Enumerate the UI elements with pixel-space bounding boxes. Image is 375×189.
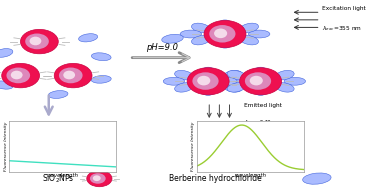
Ellipse shape	[214, 29, 227, 38]
Ellipse shape	[11, 71, 22, 79]
Ellipse shape	[276, 70, 294, 80]
Ellipse shape	[54, 63, 92, 88]
Ellipse shape	[223, 70, 242, 80]
Ellipse shape	[253, 67, 268, 78]
Ellipse shape	[227, 70, 246, 80]
Text: pH=9.0: pH=9.0	[146, 43, 178, 52]
Ellipse shape	[227, 83, 246, 92]
Ellipse shape	[240, 36, 258, 45]
Ellipse shape	[59, 67, 82, 83]
Ellipse shape	[63, 71, 75, 79]
Ellipse shape	[175, 70, 193, 80]
Ellipse shape	[79, 34, 98, 42]
Ellipse shape	[217, 37, 233, 48]
Text: SiO$_2$NPs: SiO$_2$NPs	[42, 172, 74, 185]
Ellipse shape	[209, 25, 236, 43]
Ellipse shape	[90, 173, 106, 184]
Ellipse shape	[217, 20, 233, 31]
Ellipse shape	[223, 83, 242, 92]
Ellipse shape	[232, 77, 253, 85]
Ellipse shape	[87, 170, 112, 187]
Ellipse shape	[0, 49, 13, 57]
Ellipse shape	[250, 76, 263, 85]
Ellipse shape	[249, 30, 270, 38]
Ellipse shape	[25, 33, 49, 49]
Ellipse shape	[197, 76, 210, 85]
Ellipse shape	[200, 84, 216, 95]
Ellipse shape	[91, 76, 111, 83]
Ellipse shape	[253, 84, 268, 95]
Ellipse shape	[93, 175, 100, 181]
Y-axis label: Fluorescence Intensity: Fluorescence Intensity	[192, 122, 195, 171]
Ellipse shape	[6, 67, 30, 83]
Ellipse shape	[245, 72, 271, 90]
Ellipse shape	[192, 36, 210, 45]
Ellipse shape	[276, 83, 294, 92]
Ellipse shape	[200, 67, 216, 78]
Text: Excitation light: Excitation light	[322, 6, 366, 11]
Text: Berberine hydrochloride: Berberine hydrochloride	[169, 174, 262, 183]
Ellipse shape	[2, 63, 39, 88]
Ellipse shape	[163, 77, 184, 85]
Ellipse shape	[192, 72, 219, 90]
Ellipse shape	[204, 20, 246, 48]
Ellipse shape	[240, 23, 258, 33]
Ellipse shape	[284, 77, 306, 85]
Ellipse shape	[180, 30, 201, 38]
Ellipse shape	[303, 173, 331, 184]
Ellipse shape	[175, 83, 193, 92]
Ellipse shape	[21, 29, 58, 54]
X-axis label: wavelength: wavelength	[47, 173, 79, 178]
Ellipse shape	[192, 23, 210, 33]
X-axis label: wavelength: wavelength	[234, 173, 266, 178]
Text: $\lambda_{em}$=540 nm: $\lambda_{em}$=540 nm	[244, 118, 284, 127]
Text: $\lambda_{exc}$=355 nm: $\lambda_{exc}$=355 nm	[322, 24, 363, 33]
Ellipse shape	[30, 37, 41, 45]
Ellipse shape	[216, 77, 237, 85]
Ellipse shape	[240, 68, 282, 95]
Y-axis label: Fluorescence Intensity: Fluorescence Intensity	[4, 122, 8, 171]
Text: Emitted light: Emitted light	[244, 103, 282, 108]
Ellipse shape	[92, 53, 111, 61]
Ellipse shape	[187, 68, 229, 95]
Ellipse shape	[0, 81, 13, 89]
Ellipse shape	[162, 34, 183, 43]
Ellipse shape	[48, 91, 68, 98]
